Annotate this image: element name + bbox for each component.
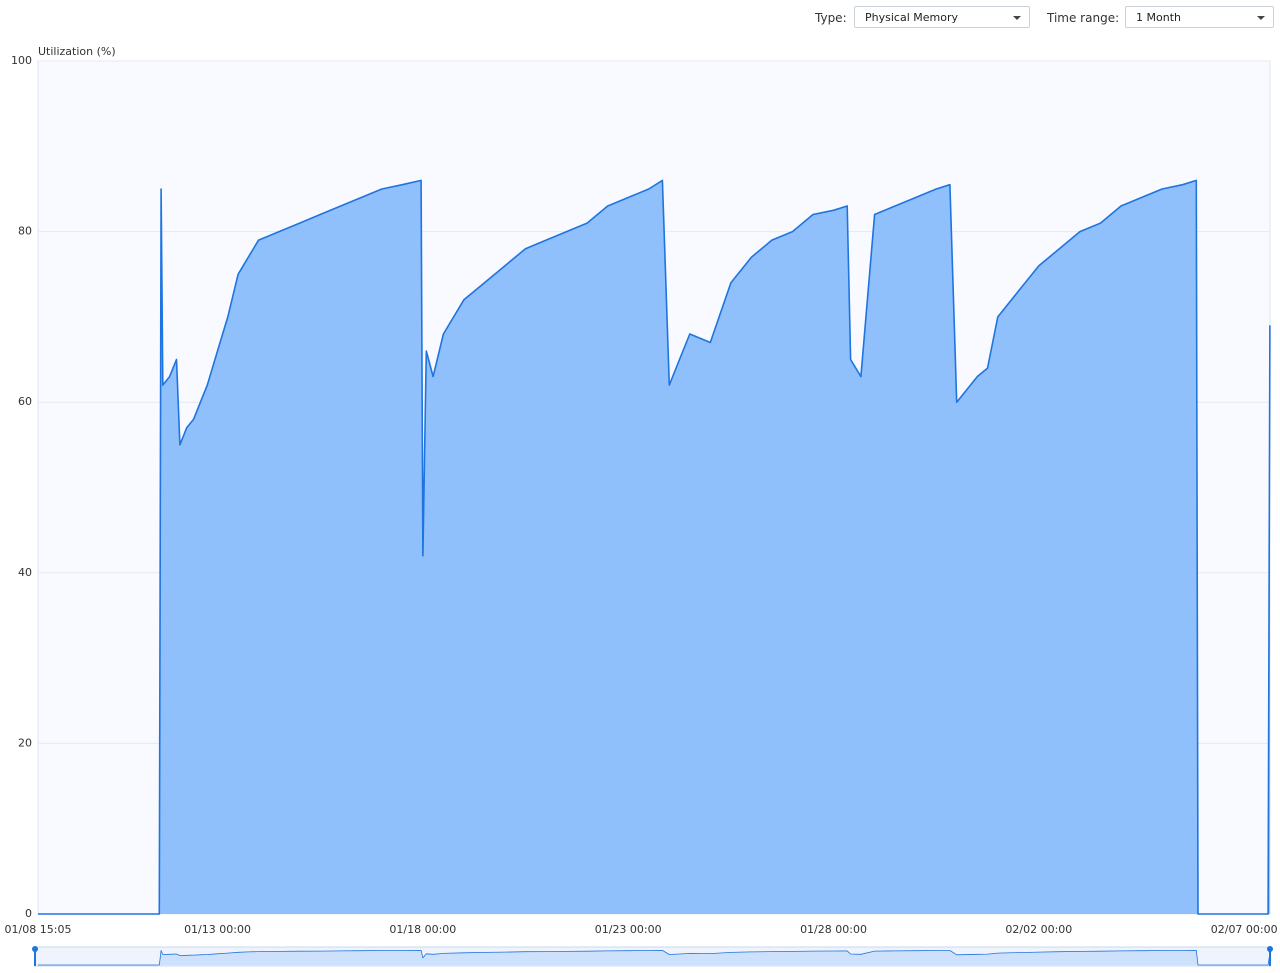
type-label: Type:	[815, 11, 847, 25]
x-tick-label: 01/13 00:00	[184, 923, 251, 936]
navigator-line	[38, 950, 1271, 966]
x-tick-label: 02/07 00:00	[1211, 923, 1278, 936]
navigator-area	[38, 950, 1270, 965]
type-dropdown[interactable]: Physical Memory	[854, 6, 1030, 28]
y-tick-label: 100	[11, 54, 32, 67]
range-label: Time range:	[1047, 11, 1120, 25]
x-tick-label: 01/08 15:05	[5, 923, 72, 936]
x-tick-label: 01/18 00:00	[389, 923, 456, 936]
y-tick-label: 80	[18, 225, 32, 238]
series-line	[38, 179, 1271, 915]
y-tick-label: 40	[18, 566, 32, 579]
series-area	[38, 180, 1270, 914]
range-dropdown[interactable]: 1 Month	[1125, 6, 1274, 28]
y-tick-label: 60	[18, 395, 32, 408]
x-tick-label: 01/23 00:00	[595, 923, 662, 936]
y-tick-label: 20	[18, 736, 32, 749]
navigator-knob[interactable]	[32, 946, 38, 952]
navigator-knob[interactable]	[1267, 946, 1273, 952]
x-tick-label: 02/02 00:00	[1005, 923, 1072, 936]
y-tick-label: 0	[25, 907, 32, 920]
y-axis-title: Utilization (%)	[38, 45, 116, 58]
x-tick-label: 01/28 00:00	[800, 923, 867, 936]
